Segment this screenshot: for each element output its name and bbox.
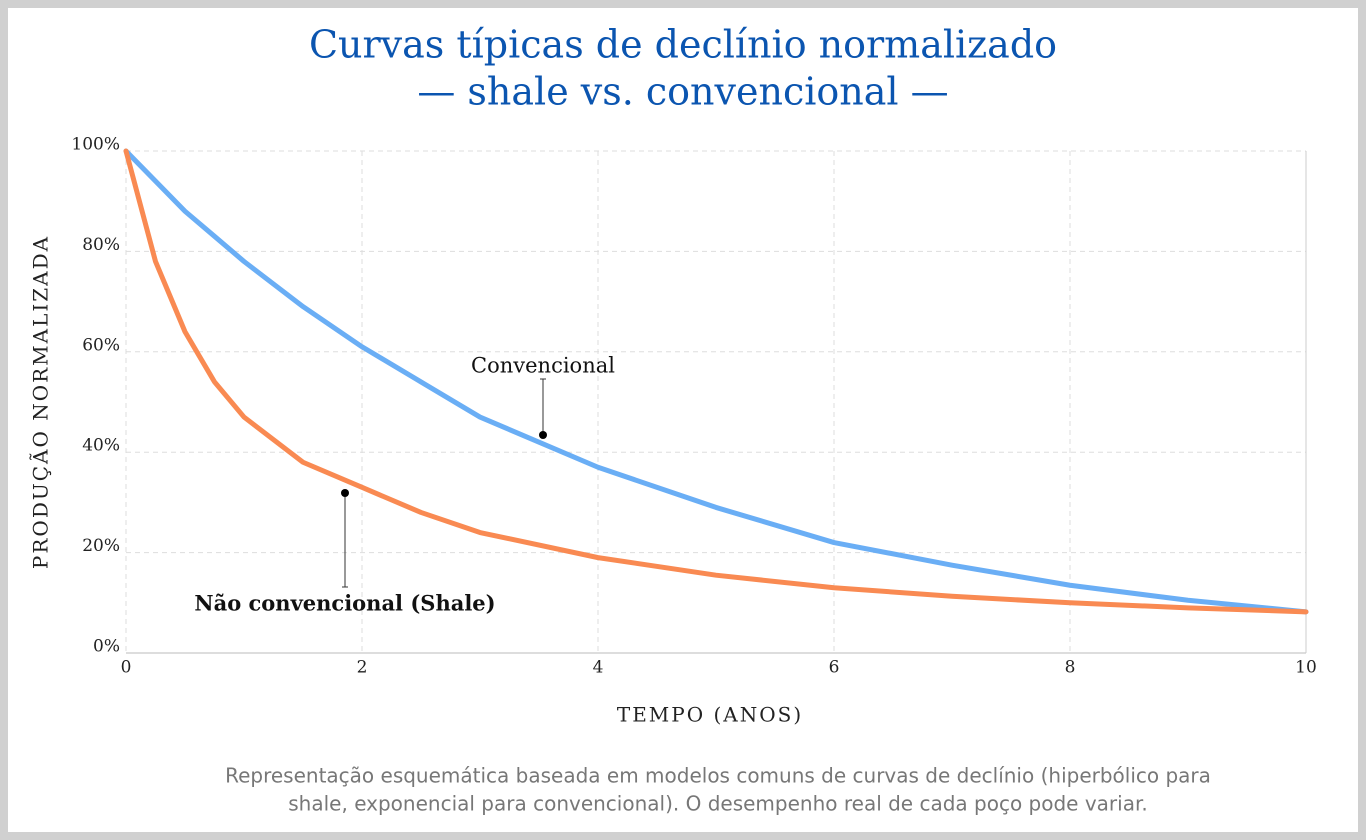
x-tick-label: 10 — [1295, 658, 1317, 678]
legend-label: Convencional — [471, 354, 615, 378]
footnote: shale, exponencial para convencional). O… — [288, 792, 1147, 816]
x-tick-label: 4 — [593, 658, 604, 678]
series-line — [123, 148, 1309, 615]
x-tick-label: 8 — [1065, 658, 1076, 678]
y-tick-label: 40% — [82, 436, 120, 456]
chart-title: — shale vs. convencional — — [417, 70, 948, 114]
annotation-dot — [539, 431, 547, 439]
y-axis-label: PRODUÇÃO NORMALIZADA — [29, 235, 53, 569]
annotation-dot — [341, 489, 349, 497]
y-tick-label: 60% — [82, 335, 120, 355]
x-axis-label: TEMPO (ANOS) — [617, 703, 803, 727]
x-tick-label: 2 — [357, 658, 368, 678]
x-tick-label: 0 — [121, 658, 132, 678]
y-tick-label: 20% — [82, 536, 120, 556]
x-tick-label: 6 — [829, 658, 840, 678]
footnote: Representação esquemática baseada em mod… — [225, 764, 1211, 788]
y-tick-label: 100% — [71, 135, 120, 155]
series-line — [123, 148, 1309, 615]
y-tick-label: 0% — [93, 637, 120, 657]
y-tick-label: 80% — [82, 235, 120, 255]
chart-title: Curvas típicas de declínio normalizado — [309, 23, 1057, 67]
legend-label: Não convencional (Shale) — [194, 591, 495, 616]
